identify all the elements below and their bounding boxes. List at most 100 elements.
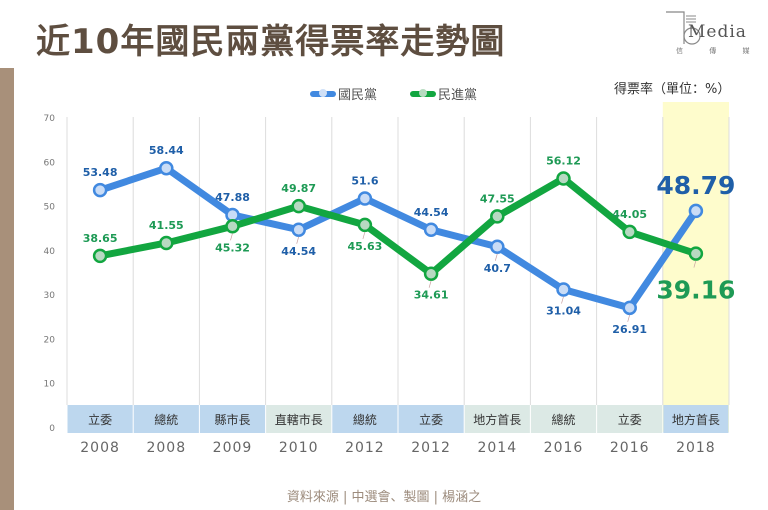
data-label: 44.54 xyxy=(414,206,449,219)
x-tick-year: 2016 xyxy=(544,440,584,456)
data-label: 47.55 xyxy=(480,192,515,205)
logo-subtext: 信 傳 媒 xyxy=(676,47,762,55)
label-leader-line xyxy=(627,314,631,322)
category-cell xyxy=(67,405,133,433)
label-leader-line xyxy=(693,260,697,268)
data-point xyxy=(423,266,439,281)
data-point xyxy=(291,222,306,238)
category-cell xyxy=(464,405,530,433)
data-label: 44.05 xyxy=(612,208,647,221)
source-note: 資料來源 | 中選會、製圖 | 楊涵之 xyxy=(286,490,482,505)
category-label: 總統 xyxy=(551,412,575,427)
x-tick-year: 2010 xyxy=(279,440,319,456)
data-label: 58.44 xyxy=(149,144,184,157)
x-tick-year: 2009 xyxy=(213,440,253,456)
data-label: 26.91 xyxy=(612,323,647,336)
data-label: 53.48 xyxy=(83,166,118,179)
label-leader-line xyxy=(561,296,564,304)
data-label: 44.54 xyxy=(281,245,316,258)
category-label: 地方首長 xyxy=(473,412,521,427)
data-label: 47.88 xyxy=(215,191,250,204)
label-leader-line xyxy=(428,280,432,288)
x-tick-year: 2008 xyxy=(80,440,120,456)
data-label: 49.87 xyxy=(281,182,316,195)
category-cell xyxy=(398,405,464,433)
category-label: 直轄市長 xyxy=(275,412,323,427)
data-label: 48.79 xyxy=(656,171,735,200)
legend-swatch-kmt-icon xyxy=(310,88,336,97)
category-label: 立委 xyxy=(419,412,443,427)
data-label: 31.04 xyxy=(546,305,581,318)
category-label: 立委 xyxy=(618,412,642,427)
y-tick-label: 0 xyxy=(49,424,55,434)
data-label: 38.65 xyxy=(83,232,118,245)
category-cell xyxy=(199,405,266,433)
category-cell xyxy=(332,405,398,433)
category-label: 地方首長 xyxy=(672,412,720,427)
y-tick-label: 40 xyxy=(44,247,56,257)
page-title: 近10年國民兩黨得票率走勢圖 xyxy=(36,22,506,62)
highlight-column xyxy=(662,102,729,432)
label-leader-line xyxy=(230,233,233,241)
category-cell xyxy=(530,405,597,433)
left-accent-bar xyxy=(0,68,14,510)
data-point xyxy=(688,203,704,219)
category-cell xyxy=(266,405,332,433)
data-point xyxy=(622,224,637,240)
data-point xyxy=(225,219,240,234)
data-label: 41.55 xyxy=(149,219,184,232)
data-point xyxy=(688,246,704,261)
data-point xyxy=(556,282,571,297)
category-label: 立委 xyxy=(88,412,112,427)
label-leader-line xyxy=(494,253,498,261)
label-leader-line xyxy=(362,231,366,240)
category-label: 總統 xyxy=(353,412,377,427)
data-label: 39.16 xyxy=(656,276,735,305)
logo-mark-icon xyxy=(666,11,701,45)
legend-item-kmt: 國民黨 xyxy=(310,84,377,103)
data-point xyxy=(423,222,439,238)
series-line-kmt xyxy=(96,164,700,312)
unit-label: 得票率（單位：%） xyxy=(614,82,731,97)
data-point xyxy=(357,191,373,206)
logo-text: Media xyxy=(688,22,747,42)
data-point xyxy=(92,182,108,198)
label-leader-line xyxy=(296,236,300,244)
data-label: 51.6 xyxy=(351,174,378,187)
y-tick-label: 10 xyxy=(44,380,56,390)
series-line-dpp xyxy=(96,174,700,278)
data-point xyxy=(291,198,306,214)
y-tick-label: 50 xyxy=(44,203,56,213)
category-cell xyxy=(663,405,729,433)
data-point xyxy=(556,171,571,186)
data-point xyxy=(490,209,505,224)
data-label: 45.32 xyxy=(215,241,250,254)
data-point xyxy=(490,239,505,255)
data-point xyxy=(159,235,174,251)
x-tick-year: 2012 xyxy=(345,440,385,456)
x-tick-year: 2008 xyxy=(146,440,186,456)
category-cell xyxy=(597,405,663,433)
data-label: 45.63 xyxy=(348,240,383,253)
y-tick-label: 60 xyxy=(44,158,56,168)
category-label: 縣市長 xyxy=(214,412,250,427)
y-tick-label: 30 xyxy=(44,291,56,301)
legend-label-kmt: 國民黨 xyxy=(338,88,378,103)
data-point xyxy=(622,300,637,316)
data-label: 34.61 xyxy=(414,289,449,302)
data-label: 56.12 xyxy=(546,154,581,167)
x-tick-year: 2014 xyxy=(477,440,517,456)
legend-swatch-dpp-icon xyxy=(410,88,436,97)
category-label: 總統 xyxy=(154,412,178,427)
x-tick-year: 2012 xyxy=(411,440,451,456)
data-point xyxy=(92,248,108,264)
data-point xyxy=(159,160,174,176)
data-point xyxy=(357,217,373,233)
category-cell xyxy=(133,405,199,433)
x-tick-year: 2018 xyxy=(676,440,716,456)
legend-item-dpp: 民進黨 xyxy=(410,84,477,103)
y-tick-label: 20 xyxy=(44,335,56,345)
x-tick-year: 2016 xyxy=(610,440,650,456)
data-label: 40.7 xyxy=(484,262,511,275)
